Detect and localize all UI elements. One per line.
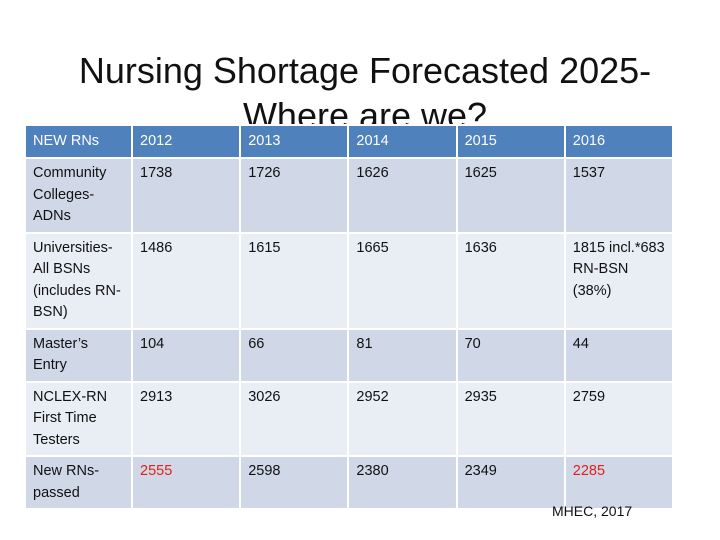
header-cell-category: NEW RNs xyxy=(24,124,133,159)
table-cell: 66 xyxy=(239,327,350,383)
header-cell-2012: 2012 xyxy=(130,124,242,159)
slide-title: Nursing Shortage Forecasted 2025- Where … xyxy=(40,48,690,138)
table-cell-highlighted: 2285 xyxy=(563,455,674,510)
table-row: Master’s Entry 104 66 81 70 44 xyxy=(24,327,674,383)
table-cell: 2759 xyxy=(563,380,674,457)
table-cell: 1625 xyxy=(455,157,566,234)
table-cell: 1665 xyxy=(347,231,458,330)
table-cell: 1738 xyxy=(130,157,242,234)
table-row: Community Colleges-ADNs 1738 1726 1626 1… xyxy=(24,157,674,234)
table-cell: 1537 xyxy=(563,157,674,234)
row-label: Universities-All BSNs (includes RN-BSN) xyxy=(24,231,133,330)
header-cell-2013: 2013 xyxy=(239,124,350,159)
row-label: Master’s Entry xyxy=(24,327,133,383)
table-cell: 44 xyxy=(563,327,674,383)
table-cell: 1626 xyxy=(347,157,458,234)
table-cell: 2913 xyxy=(130,380,242,457)
table-cell: 81 xyxy=(347,327,458,383)
table-row: Universities-All BSNs (includes RN-BSN) … xyxy=(24,231,674,330)
table-cell: 2952 xyxy=(347,380,458,457)
table-cell: 70 xyxy=(455,327,566,383)
source-citation: MHEC, 2017 xyxy=(552,503,633,519)
table-cell: 1615 xyxy=(239,231,350,330)
table-cell: 1815 incl.*683 RN-BSN (38%) xyxy=(563,231,674,330)
table-cell: 1486 xyxy=(130,231,242,330)
header-row: NEW RNs 2012 2013 2014 2015 2016 xyxy=(24,124,674,159)
table-cell: 2380 xyxy=(347,455,458,510)
table-cell: 2598 xyxy=(239,455,350,510)
header-cell-2014: 2014 xyxy=(347,124,458,159)
nursing-data-table: NEW RNs 2012 2013 2014 2015 2016 Communi… xyxy=(24,124,674,510)
table-cell: 104 xyxy=(130,327,242,383)
title-line-1: Nursing Shortage Forecasted 2025- xyxy=(78,50,652,92)
table-cell-highlighted: 2555 xyxy=(130,455,242,510)
row-label: New RNs-passed xyxy=(24,455,133,510)
table-row: New RNs-passed 2555 2598 2380 2349 2285 xyxy=(24,455,674,510)
table-cell: 3026 xyxy=(239,380,350,457)
table-cell: 2349 xyxy=(455,455,566,510)
header-cell-2015: 2015 xyxy=(455,124,566,159)
table-cell: 1726 xyxy=(239,157,350,234)
header-cell-2016: 2016 xyxy=(563,124,674,159)
row-label: NCLEX-RN First Time Testers xyxy=(24,380,133,457)
table-cell: 2935 xyxy=(455,380,566,457)
table-row: NCLEX-RN First Time Testers 2913 3026 29… xyxy=(24,380,674,457)
row-label: Community Colleges-ADNs xyxy=(24,157,133,234)
table-cell: 1636 xyxy=(455,231,566,330)
